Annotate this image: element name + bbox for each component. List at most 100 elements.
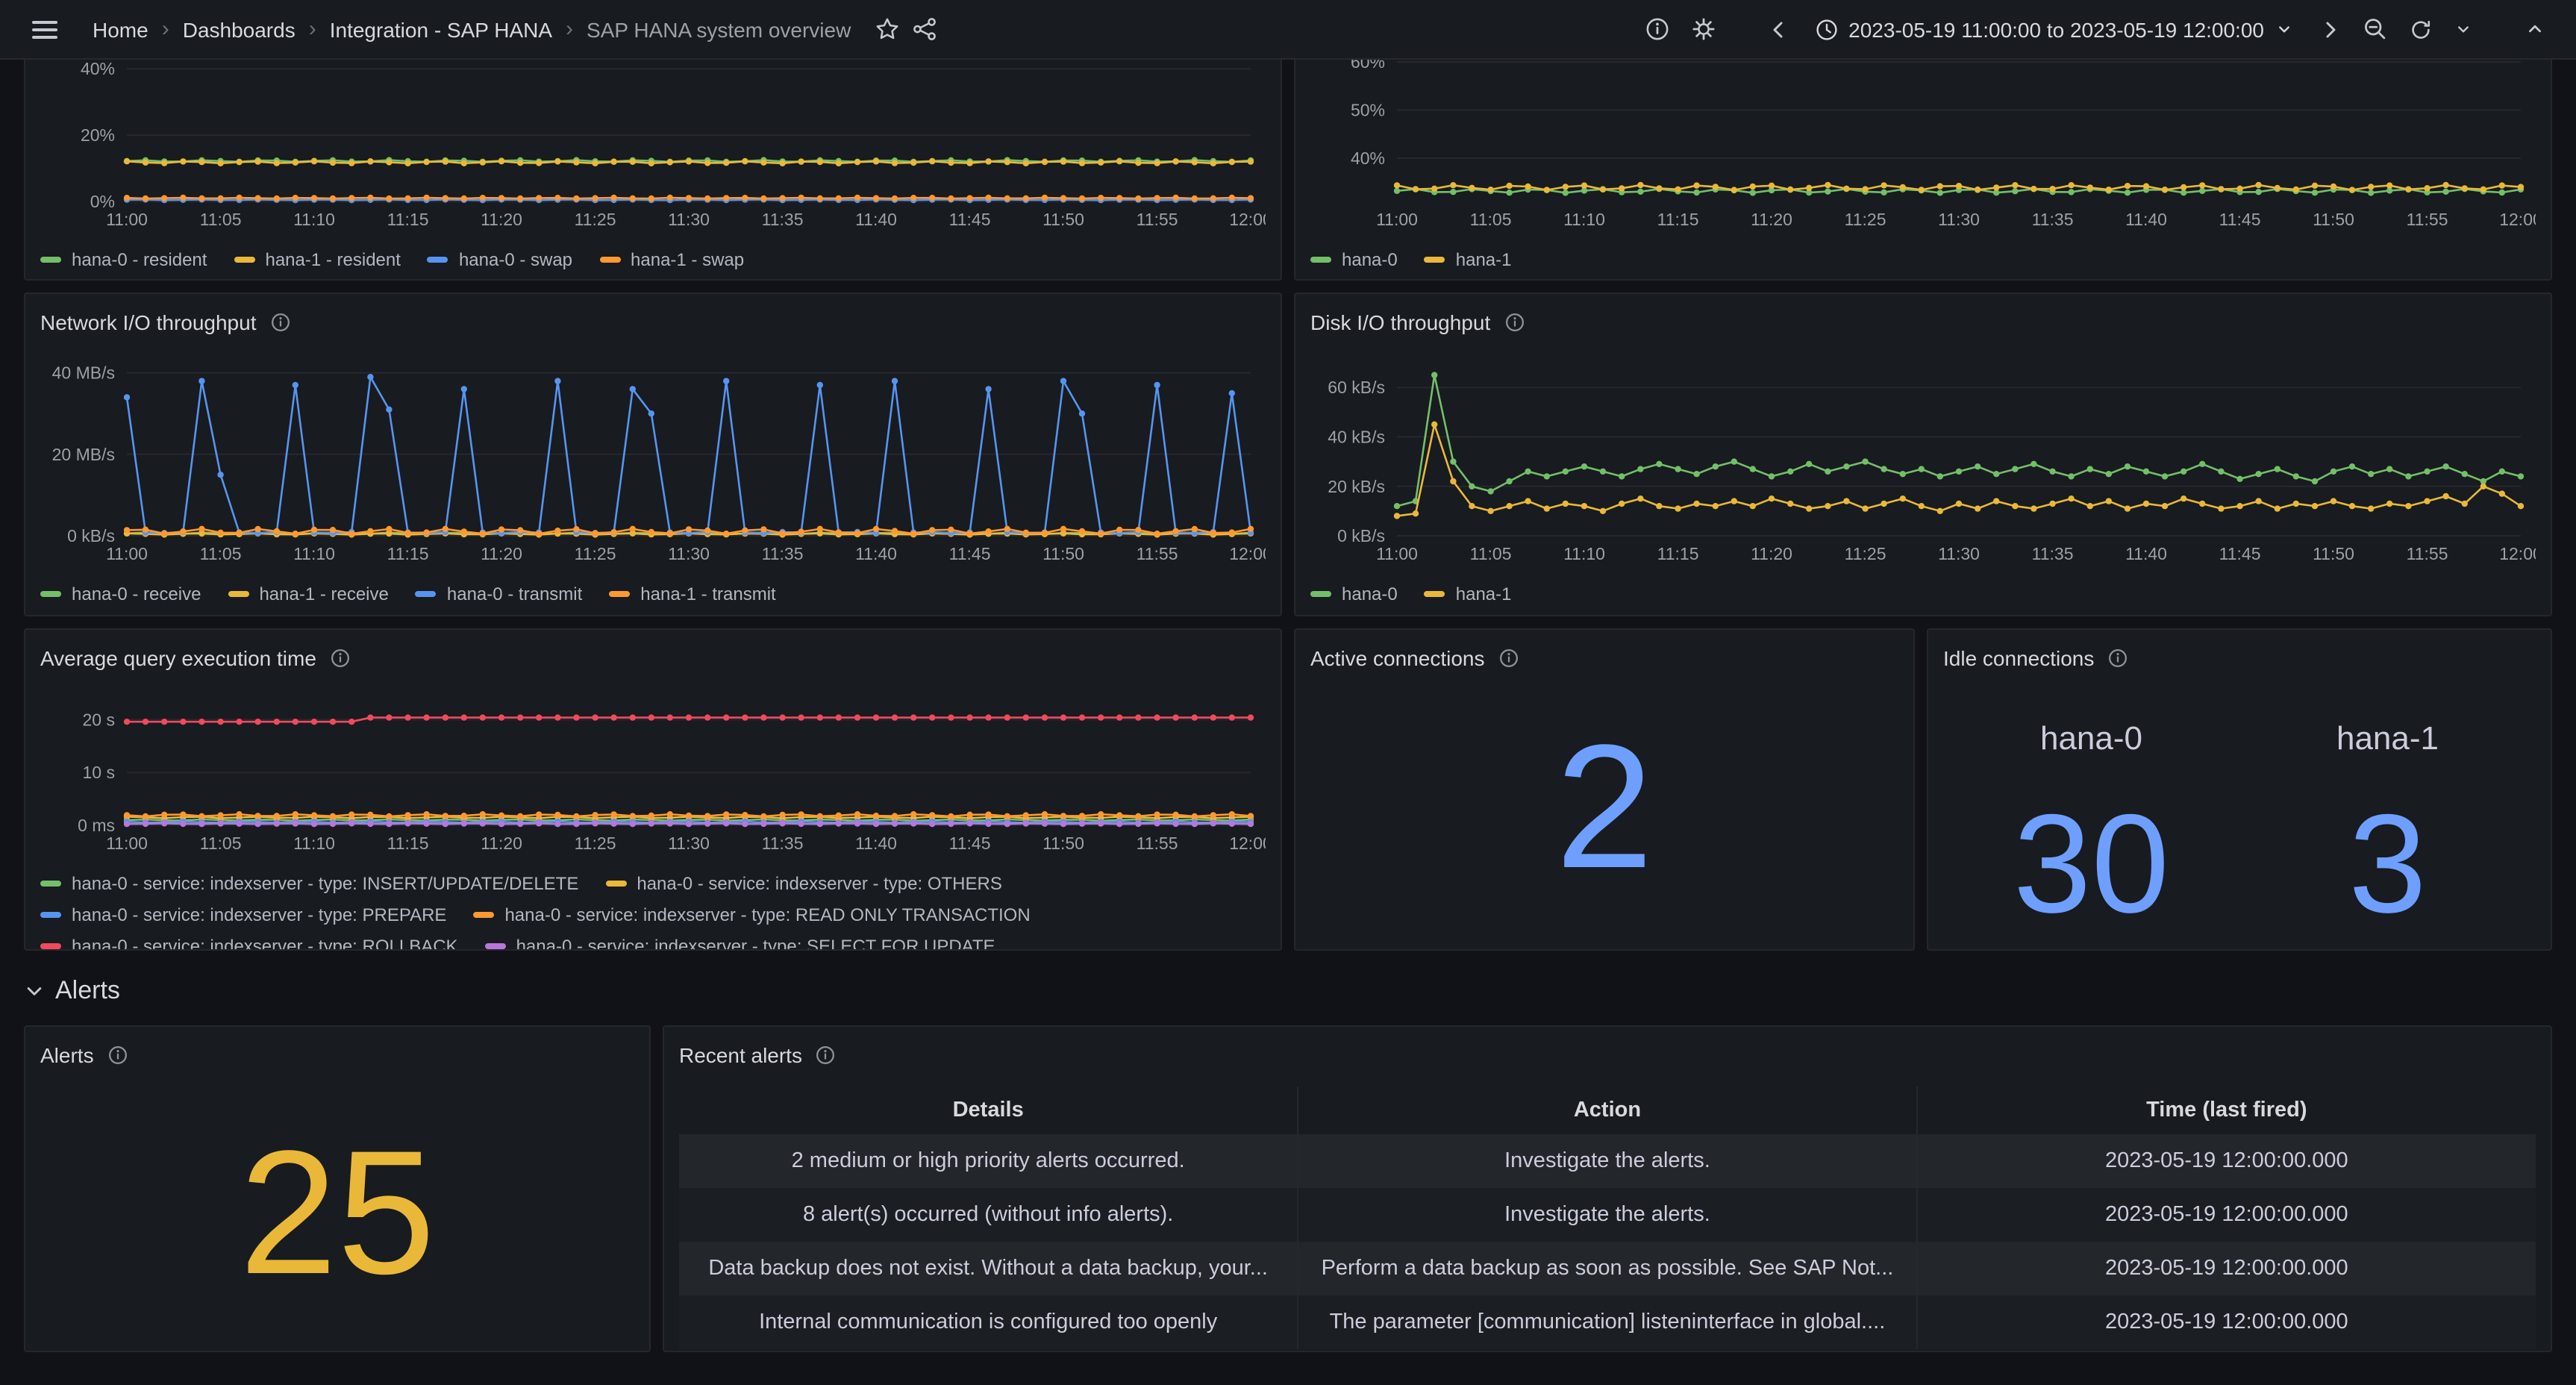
alert-cell: 2023-05-19 12:00:00.000 [1916,1295,2536,1349]
panel-recent-alerts: Recent alerts Details Action Time (last … [663,1025,2552,1352]
zoom-out-time-button[interactable] [2357,10,2394,48]
info-icon[interactable] [330,648,351,669]
svg-text:11:20: 11:20 [1751,544,1792,563]
legend-swatch [605,880,627,886]
info-icon[interactable] [816,1045,837,1066]
column-header-details[interactable]: Details [952,1098,1024,1122]
caret-up-icon [2529,25,2541,33]
query-chart-plot[interactable]: 0 ms 10 s 20 s 11:00 11:05 11:10 11:15 11:20 11:… [40,698,1266,858]
refresh-dashboard-button[interactable] [2403,11,2439,47]
legend-item[interactable]: hana-0 - service: indexserver - type: OT… [605,867,1002,898]
alert-row: 2 medium or high priority alerts occurre… [679,1134,2536,1188]
svg-text:11:40: 11:40 [855,210,897,229]
info-icon[interactable] [1504,312,1525,333]
active-connections-value: 2 [1555,709,1654,906]
legend-item[interactable]: hana-0 - receive [40,578,201,609]
legend-item[interactable]: hana-0 - transmit [415,578,582,609]
svg-text:12:00: 12:00 [1229,544,1266,563]
legend-item[interactable]: hana-0 - resident [40,243,207,275]
legend-item[interactable]: hana-0 [1310,243,1398,275]
breadcrumb-dashboards[interactable]: Dashboards [182,17,296,41]
svg-text:11:25: 11:25 [575,544,616,563]
legend-item[interactable]: hana-1 - resident [234,243,401,275]
star-dashboard-button[interactable] [869,10,906,48]
panel-title: Recent alerts [679,1043,802,1067]
time-shift-forward-button[interactable] [2312,11,2348,47]
star-icon [876,18,898,40]
svg-text:11:50: 11:50 [2313,544,2354,563]
legend-item[interactable]: hana-0 - swap [427,243,572,275]
svg-text:11:10: 11:10 [293,210,335,229]
legend-swatch [1424,590,1445,596]
legend-item[interactable]: hana-0 - service: indexserver - type: RO… [40,930,458,949]
time-range-label: 2023-05-19 11:00:00 to 2023-05-19 12:00:… [1848,17,2264,41]
legend-label: hana-0 [1342,583,1398,604]
alert-cell: Data backup does not exist. Without a da… [708,1257,1268,1281]
svg-text:11:45: 11:45 [949,210,991,229]
breadcrumb-home[interactable]: Home [93,17,149,41]
caret-down-icon [2458,26,2469,33]
info-icon[interactable] [2107,648,2128,669]
svg-text:11:10: 11:10 [1563,210,1605,229]
svg-text:11:30: 11:30 [1938,210,1980,229]
dashboard-settings-button[interactable] [1684,10,1722,48]
svg-text:11:30: 11:30 [1938,544,1980,563]
legend-item[interactable]: hana-1 - receive [228,578,389,609]
alerts-section-toggle[interactable]: Alerts [24,969,2552,1013]
svg-text:40 kB/s: 40 kB/s [1328,427,1385,446]
legend-item[interactable]: hana-1 [1424,243,1512,275]
info-circle-icon [1645,18,1668,40]
cpu-chart-plot[interactable]: 40% 50% 60% 11:00 11:05 11:10 11:15 11:20 11:25 1… [1310,60,2536,234]
svg-text:11:55: 11:55 [1137,834,1178,853]
svg-text:20%: 20% [81,125,115,145]
svg-text:11:15: 11:15 [387,544,429,563]
breadcrumb-folder[interactable]: Integration - SAP HANA [329,17,553,41]
network-chart-plot[interactable]: 0 kB/s 20 MB/s 40 MB/s 11:00 11:05 11:10 11:15… [40,363,1266,569]
svg-text:11:30: 11:30 [668,544,710,563]
column-header-time[interactable]: Time (last fired) [1916,1087,2536,1134]
panel-title: Alerts [40,1043,94,1067]
time-range-picker[interactable]: 2023-05-19 11:00:00 to 2023-05-19 12:00:… [1805,11,2303,47]
svg-text:11:10: 11:10 [293,544,335,563]
svg-text:11:20: 11:20 [481,210,522,229]
legend-item[interactable]: hana-1 - transmit [609,578,776,609]
legend-item[interactable]: hana-0 [1310,578,1398,609]
svg-text:0 kB/s: 0 kB/s [67,526,115,545]
dashboard-insights-button[interactable] [1638,10,1675,48]
legend-item[interactable]: hana-0 - service: indexserver - type: PR… [40,898,446,930]
svg-text:11:55: 11:55 [1137,544,1178,563]
info-icon[interactable] [270,312,291,333]
legend-item[interactable]: hana-0 - service: indexserver - type: SE… [484,930,995,951]
svg-text:40 MB/s: 40 MB/s [52,363,115,383]
memory-chart-plot[interactable]: 0% 20% 40% 11:00 11:05 11:10 11:15 11:20 11:25 11… [40,60,1266,234]
legend-swatch [40,911,61,917]
legend-label: hana-0 - resident [72,248,207,269]
collapse-nav-button[interactable] [2518,12,2552,46]
legend-item[interactable]: hana-1 - swap [599,243,744,275]
row-io: Network I/O throughput 0 kB/s 20 MB/s 40 M… [24,293,2552,616]
share-dashboard-button[interactable] [906,10,943,48]
refresh-interval-picker[interactable] [2448,13,2479,45]
legend-item[interactable]: hana-0 - service: indexserver - type: IN… [40,867,578,898]
svg-text:11:40: 11:40 [2125,544,2167,563]
time-shift-back-button[interactable] [1760,11,1796,47]
svg-text:11:10: 11:10 [293,834,335,853]
legend-swatch [40,880,61,886]
legend-label: hana-0 - service: indexserver - type: SE… [516,935,995,951]
disk-chart-plot[interactable]: 0 kB/s 20 kB/s 40 kB/s 60 kB/s 11:00 11:05 11:… [1310,363,2536,569]
column-header-action[interactable]: Action [1297,1087,1917,1134]
query-time-chart: 0 ms 10 s 20 s 11:00 11:05 11:10 11:15 11:20 11:… [40,698,1266,951]
stat-label: hana-0 [2039,719,2142,757]
svg-text:12:00: 12:00 [2499,544,2536,563]
legend-item[interactable]: hana-1 [1424,578,1512,609]
svg-text:11:25: 11:25 [1845,210,1886,229]
disk-chart: 0 kB/s 20 kB/s 40 kB/s 60 kB/s 11:00 11:05 11:… [1310,363,2536,609]
legend-swatch [484,942,506,948]
menu-button[interactable] [24,8,66,50]
svg-text:11:45: 11:45 [2219,210,2261,229]
legend-swatch [1310,590,1331,596]
info-icon[interactable] [1498,648,1519,669]
legend-item[interactable]: hana-0 - service: indexserver - type: RE… [473,898,1031,930]
svg-text:11:25: 11:25 [575,210,616,229]
info-icon[interactable] [107,1045,128,1066]
